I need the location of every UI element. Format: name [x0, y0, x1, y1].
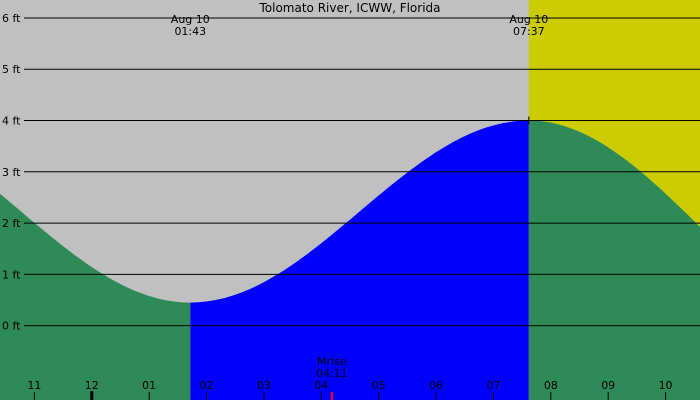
event-time-label: 07:37 — [513, 25, 545, 38]
hour-tick-label: 09 — [601, 379, 615, 392]
chart-title: Tolomato River, ICWW, Florida — [258, 1, 440, 15]
y-tick-label: 1 ft — [2, 268, 21, 281]
event-date-label: Aug 10 — [509, 13, 548, 26]
y-tick-label: 5 ft — [2, 63, 21, 76]
event-date-label: Aug 10 — [171, 13, 210, 26]
hour-tick-label: 05 — [372, 379, 386, 392]
hour-tick-label: 08 — [544, 379, 558, 392]
hour-tick-label: 10 — [659, 379, 673, 392]
moon-event-time: 04:11 — [316, 367, 348, 380]
gridline-group — [24, 17, 700, 327]
hour-tick-label: 11 — [27, 379, 41, 392]
rising-tide-area — [190, 120, 529, 400]
event-time-label: 01:43 — [174, 25, 206, 38]
hour-tick-label: 02 — [200, 379, 214, 392]
y-tick-label: 4 ft — [2, 115, 21, 128]
hour-tick-label: 12 — [85, 379, 99, 392]
y-tick-label: 6 ft — [2, 12, 21, 25]
y-tick-label: 2 ft — [2, 217, 21, 230]
hour-tick-label: 01 — [142, 379, 156, 392]
falling-tide-area — [528, 120, 700, 400]
hour-tick-label: 04 — [314, 379, 328, 392]
hour-tick-label: 07 — [486, 379, 500, 392]
y-axis-labels: 0 ft 1 ft 2 ft 3 ft 4 ft 5 ft 6 ft — [2, 12, 21, 333]
falling-tide-area — [0, 193, 191, 400]
hour-tick-label: 03 — [257, 379, 271, 392]
moon-event-label: Mrise — [317, 355, 347, 368]
y-tick-label: 3 ft — [2, 166, 21, 179]
hour-tick-label: 06 — [429, 379, 443, 392]
hour-axis: 1112010203040506070809101112010203040506… — [27, 379, 673, 400]
y-tick-label: 0 ft — [2, 320, 21, 333]
tide-area-group — [0, 120, 700, 400]
